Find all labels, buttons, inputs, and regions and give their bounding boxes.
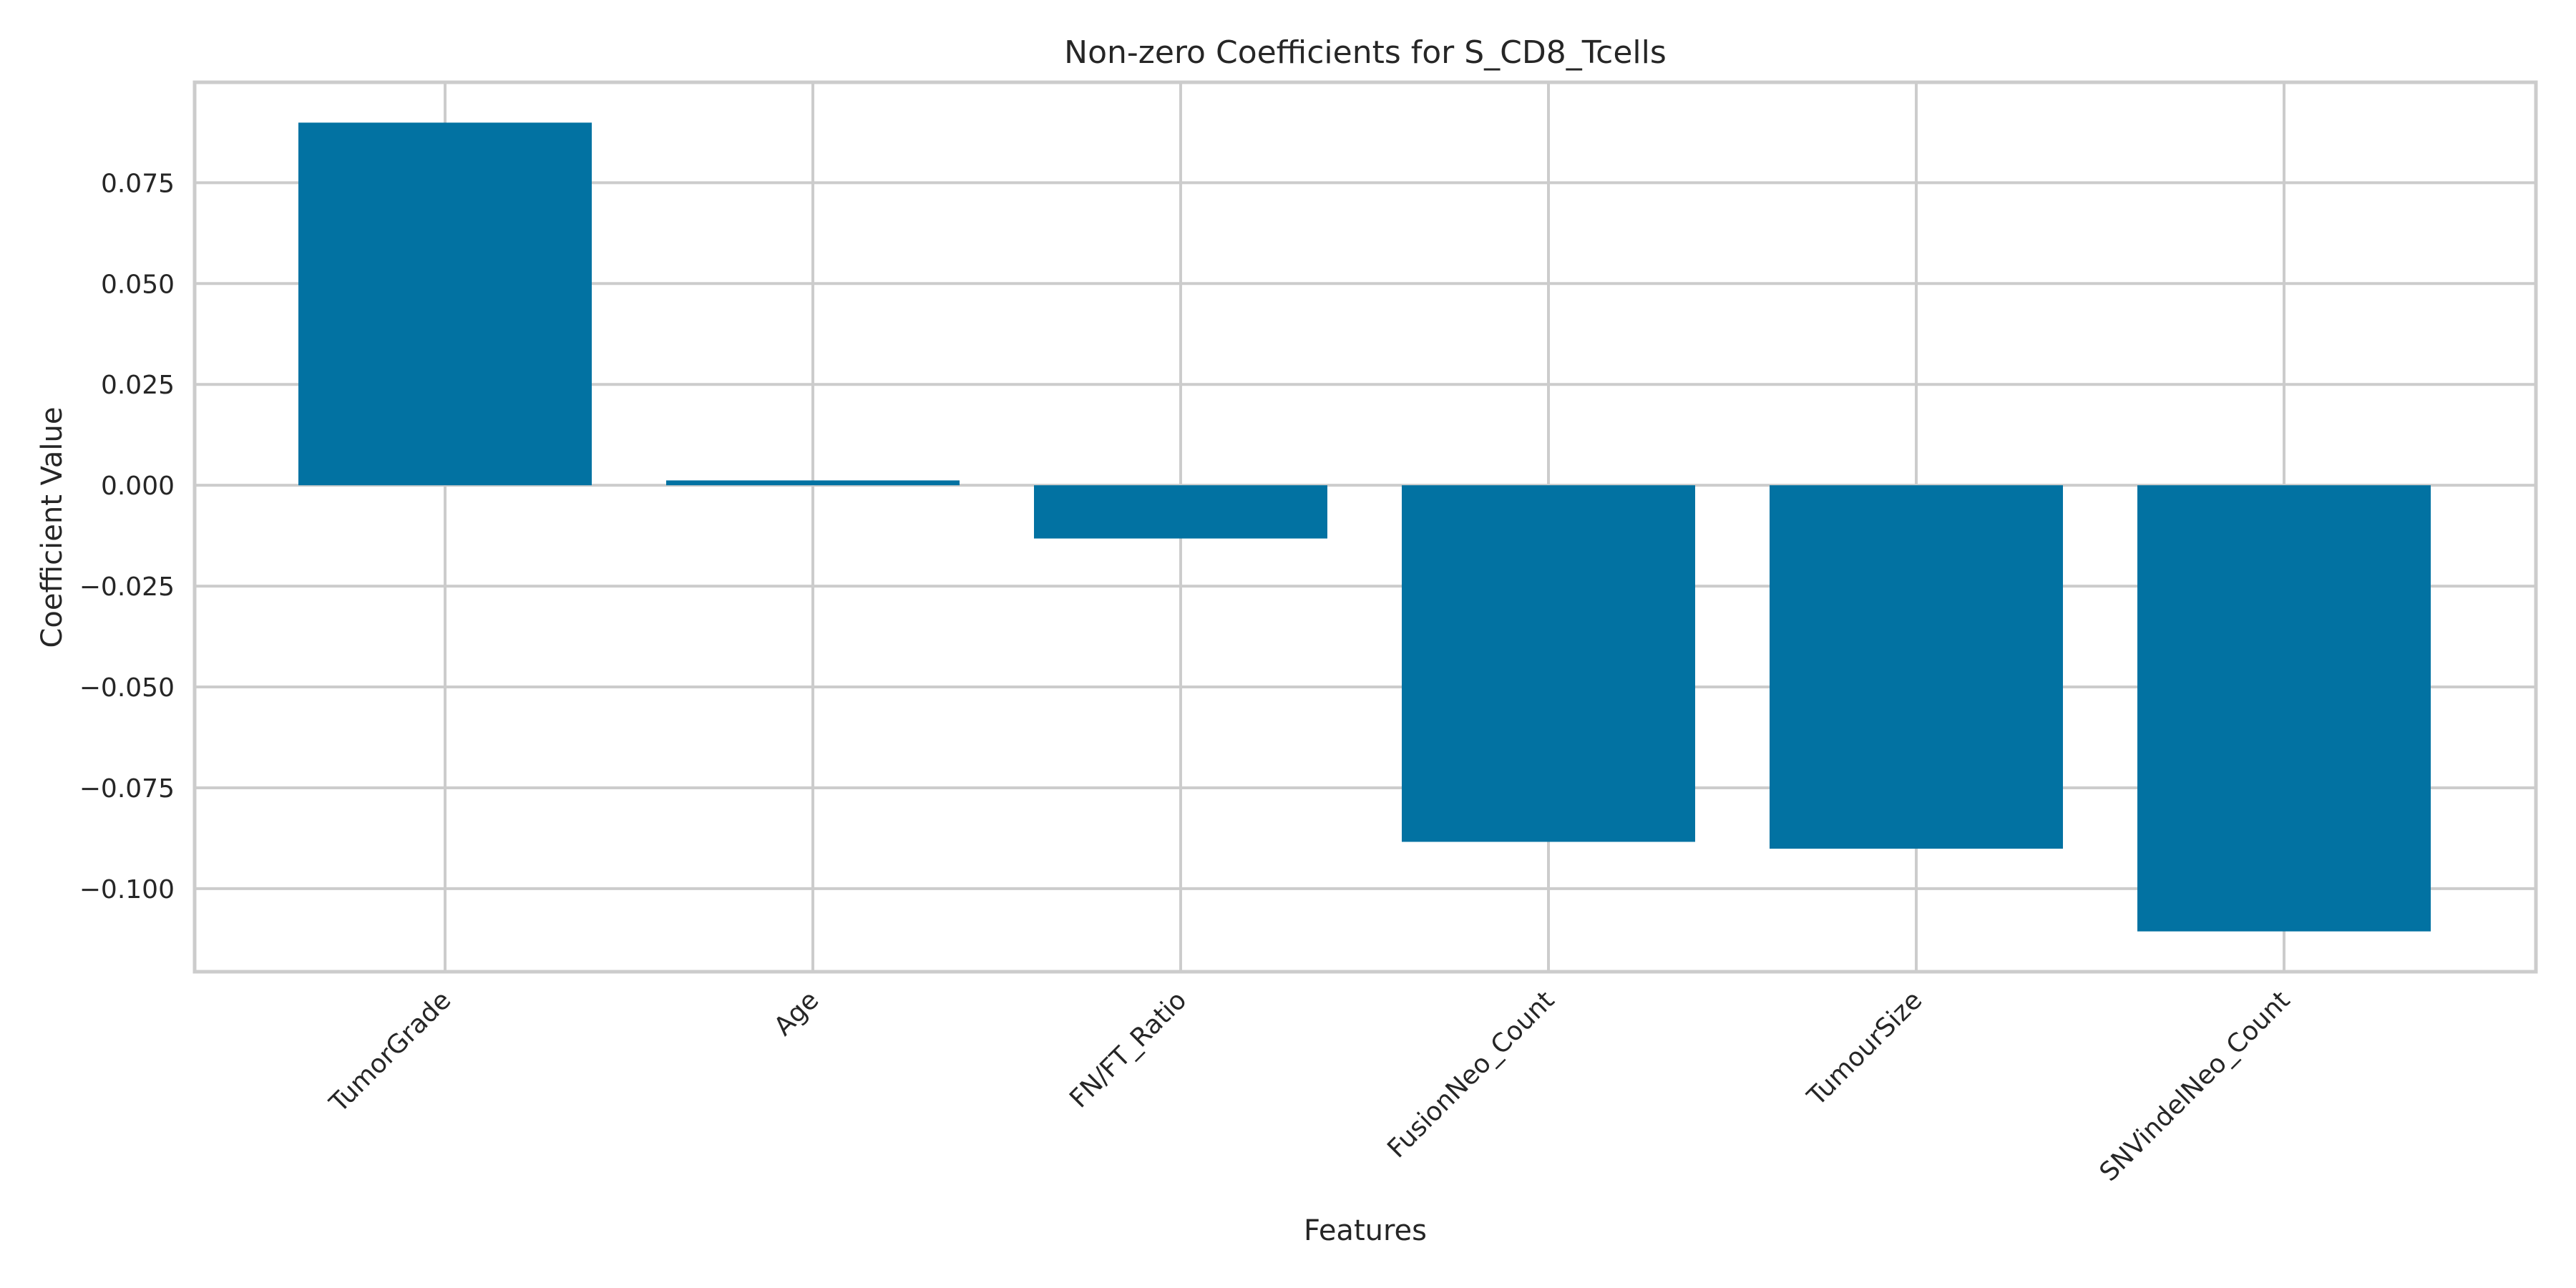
x-tick-labels: TumorGrade Age FN/FT_Ratio FusionNeo_Count T…: [323, 985, 2296, 1187]
bar: [1034, 485, 1327, 539]
bar: [1402, 485, 1695, 842]
x-tick-label: TumorGrade: [323, 985, 457, 1118]
bars: [298, 122, 2431, 932]
chart-title: Non-zero Coefficients for S_CD8_Tcells: [1064, 34, 1667, 71]
y-tick-label: −0.075: [79, 774, 175, 804]
y-tick-label: 0.050: [101, 270, 175, 299]
y-axis-label: Coefficient Value: [36, 407, 69, 648]
y-tick-labels: 0.075 0.050 0.025 0.000 −0.025 −0.050 −0.075 −0…: [79, 169, 175, 904]
y-tick-label: −0.050: [79, 673, 175, 703]
bar: [2137, 485, 2431, 932]
y-tick-label: 0.025: [101, 371, 175, 400]
bar: [1770, 485, 2063, 849]
y-tick-label: −0.100: [79, 875, 175, 904]
y-tick-label: −0.025: [79, 572, 175, 602]
y-tick-label: 0.075: [101, 169, 175, 198]
x-axis-label: Features: [1304, 1214, 1427, 1247]
plot-frame: [192, 80, 2538, 974]
x-tick-label: FusionNeo_Count: [1382, 985, 1560, 1163]
bar: [298, 122, 592, 486]
x-tick-label: FN/FT_Ratio: [1064, 985, 1192, 1113]
x-tick-label: TumourSize: [1802, 985, 1928, 1112]
y-tick-label: 0.000: [101, 472, 175, 501]
x-tick-label: SNVindelNeo_Count: [2094, 985, 2296, 1187]
bar: [666, 480, 960, 486]
x-tick-label: Age: [769, 985, 824, 1041]
